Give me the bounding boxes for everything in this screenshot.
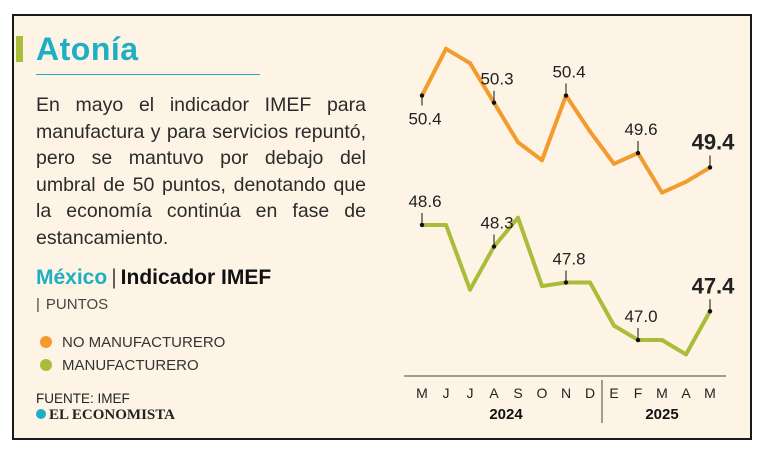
data-label-anchor-non-manufacturing — [419, 93, 425, 98]
data-label-non-manufacturing: 49.6 — [624, 120, 657, 139]
description-text: En mayo el indicador IMEF para manufactu… — [36, 94, 366, 249]
publisher-logo: EL ECONOMISTA — [36, 407, 175, 424]
x-tick-label: A — [681, 385, 691, 401]
x-tick-label: M — [656, 385, 668, 401]
x-tick-label: E — [609, 385, 618, 401]
data-label-anchor-non-manufacturing — [491, 100, 497, 105]
data-label-anchor-manufacturing — [419, 222, 425, 228]
title-underline — [36, 74, 260, 75]
x-tick-label: M — [416, 385, 428, 401]
units-label: | PUNTOS — [36, 296, 108, 313]
title-accent-bar — [16, 36, 23, 62]
imef-line-chart: 50.4 50.3 50.4 49.6 49.4 48.6 48.3 47.8 47.0 47.4… — [404, 46, 736, 423]
x-tick-label: J — [443, 385, 450, 401]
x-tick-label: S — [513, 385, 522, 401]
data-point-manufacturing — [468, 287, 472, 292]
data-point-manufacturing — [660, 338, 664, 343]
legend-item-manufacturing: MANUFACTURERO — [40, 357, 199, 374]
x-tick-label: O — [537, 385, 548, 401]
legend-item-non-manufacturing: NO MANUFACTURERO — [40, 334, 225, 351]
data-point-manufacturing — [540, 284, 544, 289]
infographic-title: Atonía — [36, 31, 139, 67]
legend-dot-orange-icon — [40, 336, 52, 348]
data-label-anchor-manufacturing — [563, 280, 569, 285]
data-point-manufacturing — [444, 222, 448, 227]
infographic-card — [12, 14, 752, 440]
data-label-anchor-manufacturing — [491, 244, 497, 249]
data-point-non-manufacturing — [684, 179, 688, 184]
data-point-manufacturing — [588, 280, 592, 285]
data-label-manufacturing: 47.8 — [552, 249, 585, 268]
data-label-manufacturing: 47.0 — [624, 307, 657, 326]
data-label-non-manufacturing: 50.4 — [408, 110, 441, 129]
data-label-anchor-manufacturing — [707, 309, 713, 314]
data-point-non-manufacturing — [612, 161, 616, 166]
subtitle-country: México — [36, 266, 108, 289]
subtitle-indicator-name: Indicador IMEF — [120, 266, 272, 289]
x-tick-label: M — [704, 385, 716, 401]
data-point-non-manufacturing — [588, 129, 592, 134]
data-point-non-manufacturing — [660, 190, 664, 195]
units-pipe: | — [36, 296, 40, 313]
publisher-name: EL ECONOMISTA — [49, 407, 175, 423]
data-label-anchor-non-manufacturing — [563, 93, 569, 98]
x-tick-label: J — [467, 385, 474, 401]
data-point-non-manufacturing — [540, 158, 544, 163]
chart-subtitle: México | Indicador IMEF — [36, 266, 271, 290]
x-tick-label: A — [489, 385, 499, 401]
legend-label-manufacturing: MANUFACTURERO — [62, 357, 199, 374]
x-tick-label: D — [585, 385, 595, 401]
data-label-manufacturing: 48.3 — [480, 214, 513, 233]
legend-label-non-manufacturing: NO MANUFACTURERO — [62, 334, 226, 351]
data-label-non-manufacturing: 49.4 — [692, 129, 736, 154]
data-label-manufacturing: 47.4 — [692, 273, 736, 298]
data-point-manufacturing — [612, 323, 616, 328]
units-text: PUNTOS — [45, 296, 109, 313]
data-point-manufacturing — [516, 215, 520, 220]
x-tick-label: F — [634, 385, 643, 401]
series-line-manufacturing — [420, 215, 712, 357]
data-label-non-manufacturing: 50.3 — [480, 70, 513, 89]
data-point-non-manufacturing — [516, 140, 520, 145]
data-point-non-manufacturing — [444, 46, 448, 51]
data-label-anchor-non-manufacturing — [635, 150, 641, 156]
publisher-logo-icon — [36, 409, 46, 419]
data-label-anchor-manufacturing — [635, 337, 641, 343]
data-label-manufacturing: 48.6 — [408, 192, 441, 211]
x-tick-label: N — [561, 385, 571, 401]
data-label-non-manufacturing: 50.4 — [552, 63, 585, 82]
source-note: FUENTE: IMEF — [36, 391, 130, 406]
data-point-manufacturing — [684, 352, 688, 357]
data-point-non-manufacturing — [468, 61, 472, 66]
data-label-anchor-non-manufacturing — [707, 165, 713, 170]
year-label: 2025 — [645, 406, 678, 423]
legend-dot-green-icon — [40, 359, 52, 371]
subtitle-separator: | — [111, 266, 117, 289]
year-label: 2024 — [489, 406, 523, 423]
